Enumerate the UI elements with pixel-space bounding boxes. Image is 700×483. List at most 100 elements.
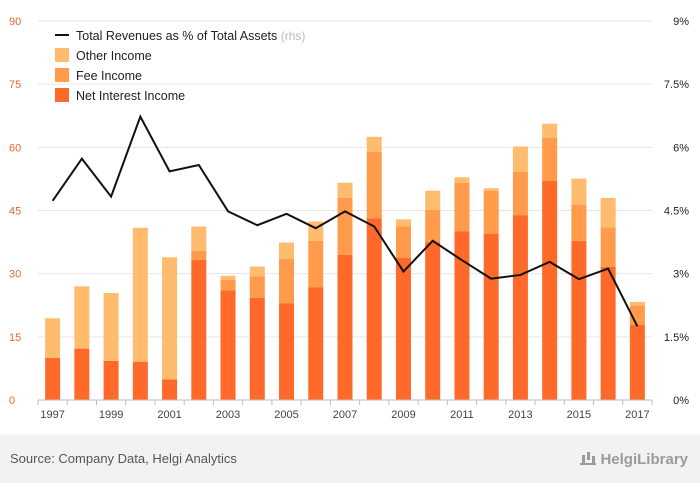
bar-fee-income-2006 <box>308 240 324 288</box>
bar-fee-income-2016 <box>600 227 616 267</box>
bar-other-income-2005 <box>279 242 295 259</box>
bar-other-income-2009 <box>395 219 411 227</box>
x-tick-label: 2003 <box>216 409 240 421</box>
bar-other-income-2017 <box>629 301 645 306</box>
bar-fee-income-2004 <box>249 276 265 298</box>
bar-net-interest-income-1998 <box>74 348 90 400</box>
bar-other-income-2016 <box>600 197 616 228</box>
bar-net-interest-income-2012 <box>483 233 499 400</box>
left-tick-label: 75 <box>9 79 21 91</box>
bar-other-income-2002 <box>191 226 207 251</box>
bar-net-interest-income-1999 <box>103 360 119 400</box>
bar-other-income-1998 <box>74 286 90 349</box>
legend-nii-swatch <box>55 88 69 102</box>
revenue-ratio-polyline <box>51 114 639 327</box>
bar-fee-income-2012 <box>483 190 499 234</box>
bar-net-interest-income-2008 <box>366 218 382 400</box>
bar-other-income-2008 <box>366 136 382 152</box>
left-tick-label: 0 <box>9 395 15 407</box>
bar-net-interest-income-2005 <box>279 303 295 400</box>
legend-other-swatch <box>55 48 69 62</box>
right-tick-label: 9% <box>673 16 689 28</box>
footer: Source: Company Data, Helgi Analytics He… <box>0 435 700 483</box>
right-tick-label: 7.5% <box>664 79 689 91</box>
x-tick-label: 2013 <box>508 409 532 421</box>
bar-fee-income-2011 <box>454 182 470 232</box>
bar-other-income-2013 <box>512 146 528 172</box>
x-tick-label: 2017 <box>625 409 649 421</box>
x-axis: 1997 1999 2001 2003 2005 2007 2009 2011 2013 2015… <box>37 399 653 421</box>
bar-fee-income-2002 <box>191 250 207 260</box>
source-note: Source: Company Data, Helgi Analytics <box>10 451 237 466</box>
bar-other-income-2015 <box>571 178 587 205</box>
bar-net-interest-income-2015 <box>571 240 587 400</box>
x-tick-label: 2011 <box>450 409 474 421</box>
bar-net-interest-income-2003 <box>220 290 236 400</box>
x-tick-label: 2001 <box>157 409 181 421</box>
x-tick-label: 1999 <box>99 409 123 421</box>
bar-fee-income-2010 <box>425 209 441 243</box>
bar-net-interest-income-2014 <box>542 181 558 400</box>
bar-net-interest-income-2002 <box>191 259 207 400</box>
library-icon <box>580 449 597 465</box>
bar-net-interest-income-2007 <box>337 254 353 400</box>
revenue-ratio-line <box>51 114 639 327</box>
legend: Total Revenues as % of Total Assets (rhs… <box>55 29 305 103</box>
bar-fee-income-2005 <box>279 258 295 304</box>
bar-other-income-2012 <box>483 188 499 191</box>
bar-net-interest-income-2000 <box>132 361 148 400</box>
bar-other-income-2004 <box>249 266 265 277</box>
bar-other-income-2007 <box>337 182 353 198</box>
bar-net-interest-income-2013 <box>512 215 528 400</box>
bars <box>45 123 645 400</box>
right-axis-ticks: 0% 1.5% 3% 4.5% 6% 7.5% 9% <box>664 16 689 407</box>
left-tick-label: 90 <box>9 16 21 28</box>
bar-net-interest-income-2004 <box>249 297 265 400</box>
bar-fee-income-2007 <box>337 197 353 255</box>
bar-net-interest-income-1997 <box>45 357 61 400</box>
bar-other-income-2003 <box>220 275 236 280</box>
bar-net-interest-income-2016 <box>600 266 616 400</box>
bar-fee-income-2013 <box>512 171 528 216</box>
left-tick-label: 45 <box>9 206 21 218</box>
legend-other-label: Other Income <box>76 49 152 63</box>
right-tick-label: 4.5% <box>664 206 689 218</box>
bar-net-interest-income-2001 <box>162 379 178 400</box>
right-tick-label: 6% <box>673 142 689 154</box>
bar-other-income-1997 <box>45 318 61 358</box>
legend-line-label: Total Revenues as % of Total Assets (rhs… <box>76 29 305 43</box>
bar-net-interest-income-2011 <box>454 231 470 400</box>
legend-nii-label: Net Interest Income <box>76 89 185 103</box>
bar-other-income-2010 <box>425 190 441 210</box>
right-tick-label: 0% <box>673 395 689 407</box>
left-tick-label: 15 <box>9 332 21 344</box>
bar-fee-income-2009 <box>395 226 411 258</box>
bar-other-income-2011 <box>454 177 470 183</box>
right-tick-label: 1.5% <box>664 332 689 344</box>
bar-net-interest-income-2006 <box>308 287 324 400</box>
bar-net-interest-income-2009 <box>395 257 411 400</box>
bar-fee-income-2014 <box>542 137 558 182</box>
x-tick-label: 2007 <box>333 409 357 421</box>
legend-fee-label: Fee Income <box>76 69 142 83</box>
bar-other-income-1999 <box>103 293 119 361</box>
x-tick-label: 2015 <box>567 409 591 421</box>
x-tick-label: 2005 <box>274 409 298 421</box>
brand-logo: HelgiLibrary <box>580 449 688 468</box>
bar-fee-income-2015 <box>571 204 587 241</box>
bar-other-income-2001 <box>162 257 178 380</box>
bar-other-income-2000 <box>132 227 148 362</box>
right-tick-label: 3% <box>673 269 689 281</box>
x-tick-label: 2009 <box>391 409 415 421</box>
legend-fee-swatch <box>55 68 69 82</box>
left-tick-label: 30 <box>9 269 21 281</box>
left-tick-label: 60 <box>9 142 21 154</box>
bar-fee-income-2008 <box>366 151 382 219</box>
left-axis-ticks: 0 15 30 45 60 75 90 <box>9 16 21 407</box>
bar-net-interest-income-2017 <box>629 325 645 400</box>
bar-net-interest-income-2010 <box>425 242 441 400</box>
x-tick-label: 1997 <box>40 409 64 421</box>
bar-fee-income-2003 <box>220 279 236 291</box>
bar-other-income-2014 <box>542 123 558 138</box>
